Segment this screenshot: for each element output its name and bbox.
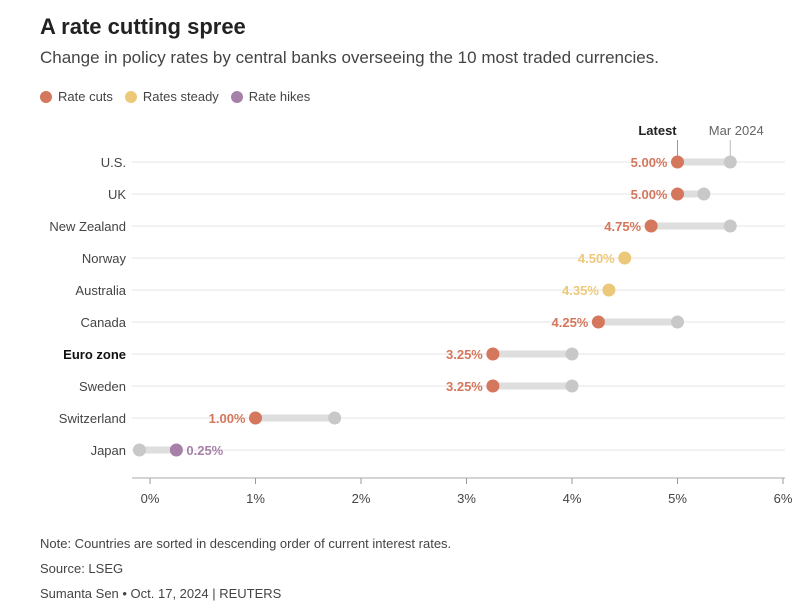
legend-label-steady: Rates steady [142,89,219,104]
mar2024-dot-u-s [723,155,737,169]
latest-dot-new-zealand [644,219,658,233]
mar2024-header-label: Mar 2024 [709,123,764,138]
x-tick-label-5: 5% [668,491,687,506]
footer-note: Note: Countries are sorted in descending… [40,536,452,551]
latest-dot-norway [618,251,632,265]
value-label-norway: 4.50% [578,251,615,266]
x-tick-label-4: 4% [563,491,582,506]
latest-dot-sweden [486,379,500,393]
country-label-switzerland: Switzerland [59,411,126,426]
x-tick-label-0: 0% [141,491,160,506]
latest-dot-uk [671,187,684,201]
country-label-japan: Japan [91,443,126,458]
legend-label-hikes: Rate hikes [248,89,311,104]
value-label-sweden: 3.25% [446,379,483,394]
mar2024-dot-new-zealand [723,219,737,233]
value-label-new-zealand: 4.75% [604,219,641,234]
value-label-canada: 4.25% [552,315,589,330]
value-label-australia: 4.35% [562,283,599,298]
footer-byline: Sumanta Sen • Oct. 17, 2024 | REUTERS [40,586,282,601]
latest-dot-australia [602,283,616,297]
country-label-sweden: Sweden [79,379,126,394]
chart-title: A rate cutting spree [40,14,246,39]
legend-dot-steady [124,90,137,103]
value-label-switzerland: 1.00% [209,411,246,426]
country-label-euro-zone: Euro zone [63,347,126,362]
country-label-australia: Australia [75,283,126,298]
value-label-uk: 5.00% [631,187,668,202]
x-tick-label-1: 1% [246,491,265,506]
latest-dot-u-s [671,155,684,169]
country-label-u-s: U.S. [101,155,126,170]
x-tick-label-6: 6% [774,491,793,506]
legend: Rate cuts Rates steady Rate hikes [40,89,322,104]
latest-dot-euro-zone [486,347,500,361]
chart-subtitle: Change in policy rates by central banks … [40,48,659,67]
x-tick-label-3: 3% [457,491,476,506]
legend-item-hikes: Rate hikes [230,89,311,104]
country-label-norway: Norway [82,251,127,266]
mar2024-dot-canada [671,315,684,329]
mar2024-dot-euro-zone [565,347,579,361]
value-label-japan: 0.25% [186,443,223,458]
value-label-u-s: 5.00% [631,155,668,170]
mar2024-dot-switzerland [328,411,342,425]
legend-item-steady: Rates steady [124,89,219,104]
latest-dot-switzerland [249,411,262,425]
country-label-canada: Canada [80,315,126,330]
mar2024-dot-sweden [565,379,579,393]
legend-item-cuts: Rate cuts [40,89,113,104]
country-label-new-zealand: New Zealand [49,219,126,234]
value-label-euro-zone: 3.25% [446,347,483,362]
dot-plot-chart: Latest Mar 2024 U.S. 5.00% UK 5.00% New Zealan… [49,123,793,506]
mar2024-dot-uk [697,187,711,201]
latest-dot-canada [591,315,605,329]
legend-label-cuts: Rate cuts [58,89,113,104]
latest-dot-japan [169,443,183,457]
country-label-uk: UK [108,187,126,202]
footer-source: Source: LSEG [40,561,124,576]
mar2024-dot-japan [132,443,146,457]
x-tick-label-2: 2% [352,491,371,506]
legend-dot-hikes [230,90,243,103]
legend-dot-cuts [40,90,52,103]
latest-header-label: Latest [638,123,677,138]
